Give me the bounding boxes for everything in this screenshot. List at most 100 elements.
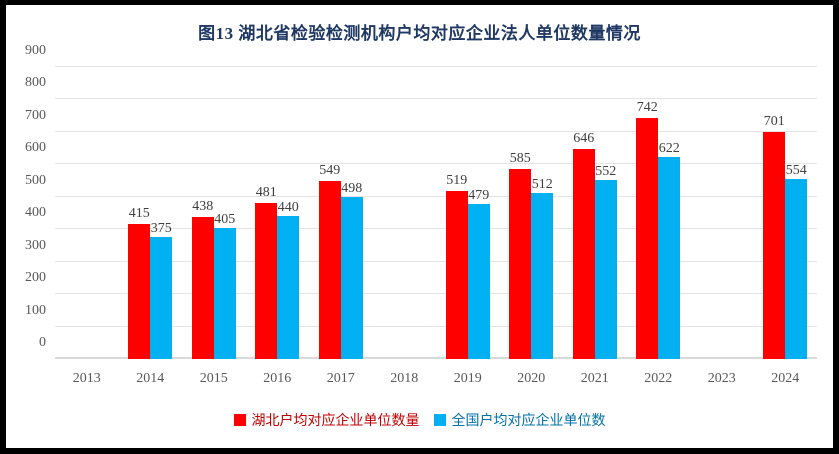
y-axis-tick-label: 0 (39, 335, 46, 350)
gridline (55, 195, 817, 197)
bar-value-label: 375 (150, 221, 172, 237)
bar-group: 2023 (690, 67, 754, 386)
gridline (55, 163, 817, 165)
bar-national[interactable]: 479 (467, 188, 490, 359)
bar-pair (65, 67, 109, 359)
x-axis-tick-label: 2014 (136, 371, 165, 386)
bar-group: 742 622 2022 (627, 67, 691, 386)
bar-value-label: 415 (128, 206, 150, 222)
bar-hubei[interactable]: 519 (445, 173, 468, 359)
gridline (55, 325, 817, 327)
gridline (55, 130, 817, 132)
gridline (55, 98, 817, 100)
chart-frame: 图13 湖北省检验检测机构户均对应企业法人单位数量情况 0 100 200 300 40… (6, 5, 833, 448)
bar-national[interactable]: 498 (340, 181, 363, 359)
bar-pair: 481 440 (255, 67, 300, 359)
bar-pair: 519 479 (445, 67, 490, 359)
x-axis-tick-label: 2018 (390, 371, 419, 386)
bar-hubei[interactable]: 742 (636, 100, 659, 359)
gridline (55, 228, 817, 230)
bar-national[interactable]: 405 (213, 212, 236, 359)
y-axis-tick-label: 600 (25, 140, 46, 156)
bar-national[interactable]: 440 (277, 200, 300, 359)
bar-value-label: 552 (595, 163, 617, 179)
bar-pair: 646 552 (572, 67, 617, 359)
bar-value-label: 481 (255, 184, 277, 200)
bar-national[interactable]: 512 (531, 177, 554, 359)
bar-pair: 438 405 (191, 67, 236, 359)
x-axis-tick-label: 2015 (199, 371, 228, 386)
legend-label: 湖北户均对应企业单位数量 (251, 412, 420, 428)
bar-group: 701 554 2024 (754, 67, 818, 386)
y-axis-tick-label: 500 (25, 172, 46, 188)
bar-value-label: 512 (531, 176, 553, 192)
bar-group: 585 512 2020 (500, 67, 564, 386)
x-axis-tick-label: 2016 (263, 371, 292, 386)
y-axis-tick-label: 200 (25, 270, 46, 286)
bar-national[interactable]: 552 (594, 164, 617, 359)
bar-value-label: 585 (509, 151, 531, 167)
bar-value-label: 554 (785, 163, 807, 179)
gridline (55, 260, 817, 262)
y-axis-tick-label: 100 (25, 302, 46, 318)
bar-group: 481 440 2016 (246, 67, 310, 386)
x-axis-tick-label: 2021 (580, 371, 609, 386)
bar-group: 519 479 2019 (436, 67, 500, 386)
x-axis-tick-label: 2019 (453, 371, 482, 386)
bar-pair (700, 67, 744, 359)
gridline (55, 293, 817, 295)
gridline (55, 66, 817, 67)
bar-hubei[interactable]: 549 (318, 163, 341, 359)
bar-pair: 742 622 (636, 67, 681, 359)
x-axis-tick-label: 2023 (707, 371, 736, 386)
bar-hubei[interactable]: 415 (128, 206, 151, 359)
y-axis-tick-label: 400 (25, 205, 46, 221)
bar-hubei[interactable]: 481 (255, 185, 278, 359)
chart-title: 图13 湖北省检验检测机构户均对应企业法人单位数量情况 (198, 24, 641, 43)
x-axis-tick-label: 2020 (517, 371, 546, 386)
x-axis-tick-label: 2024 (771, 371, 800, 386)
legend-item-hubei[interactable]: 湖北户均对应企业单位数量 (233, 410, 420, 430)
bar-pair: 701 554 (763, 67, 808, 359)
legend-swatch-icon (233, 414, 246, 426)
bar-value-label: 646 (573, 131, 595, 147)
bar-hubei[interactable]: 585 (509, 151, 532, 359)
bar-value-label: 622 (658, 141, 680, 157)
bar-hubei[interactable]: 438 (191, 199, 214, 359)
bar-value-label: 549 (319, 162, 341, 178)
x-axis-baseline (55, 357, 817, 359)
bar-national[interactable]: 622 (658, 141, 681, 359)
legend-item-national[interactable]: 全国户均对应企业单位数 (433, 410, 606, 430)
bar-pair: 415 375 (128, 67, 173, 359)
bar-value-label: 701 (763, 113, 785, 129)
plot-area: 0 100 200 300 400 500 600 700 800 900 2013 415 375 2… (25, 43, 818, 386)
bar-group: 646 552 2021 (563, 67, 627, 386)
bar-national[interactable]: 554 (785, 163, 808, 359)
bar-groups: 2013 415 375 2014 438 405 2015 481 440 2016 549 498… (55, 67, 818, 386)
x-axis-tick-label: 2017 (326, 371, 355, 386)
legend-swatch-icon (433, 414, 446, 426)
bar-national[interactable]: 375 (150, 221, 173, 359)
y-axis-tick-label: 300 (25, 237, 46, 253)
bar-pair: 549 498 (318, 67, 363, 359)
bar-hubei[interactable]: 701 (763, 114, 786, 359)
bar-group: 549 498 2017 (309, 67, 373, 386)
bar-value-label: 405 (214, 211, 236, 227)
y-axis-tick-label: 900 (25, 43, 46, 58)
x-axis-tick-label: 2013 (72, 371, 101, 386)
bar-value-label: 438 (192, 198, 214, 214)
bar-pair: 585 512 (509, 67, 554, 359)
x-axis-tick-label: 2022 (644, 371, 673, 386)
bar-group: 438 405 2015 (182, 67, 246, 386)
y-axis-tick-label: 800 (25, 75, 46, 91)
bar-group: 2018 (373, 67, 437, 386)
bar-value-label: 440 (277, 200, 299, 216)
bar-hubei[interactable]: 646 (572, 131, 595, 359)
bar-value-label: 479 (468, 187, 490, 203)
bar-pair (382, 67, 426, 359)
bar-group: 2013 (55, 67, 119, 386)
legend-label: 全国户均对应企业单位数 (451, 412, 606, 428)
bar-value-label: 742 (636, 100, 658, 116)
bar-group: 415 375 2014 (119, 67, 183, 386)
y-axis-tick-label: 700 (25, 107, 46, 123)
